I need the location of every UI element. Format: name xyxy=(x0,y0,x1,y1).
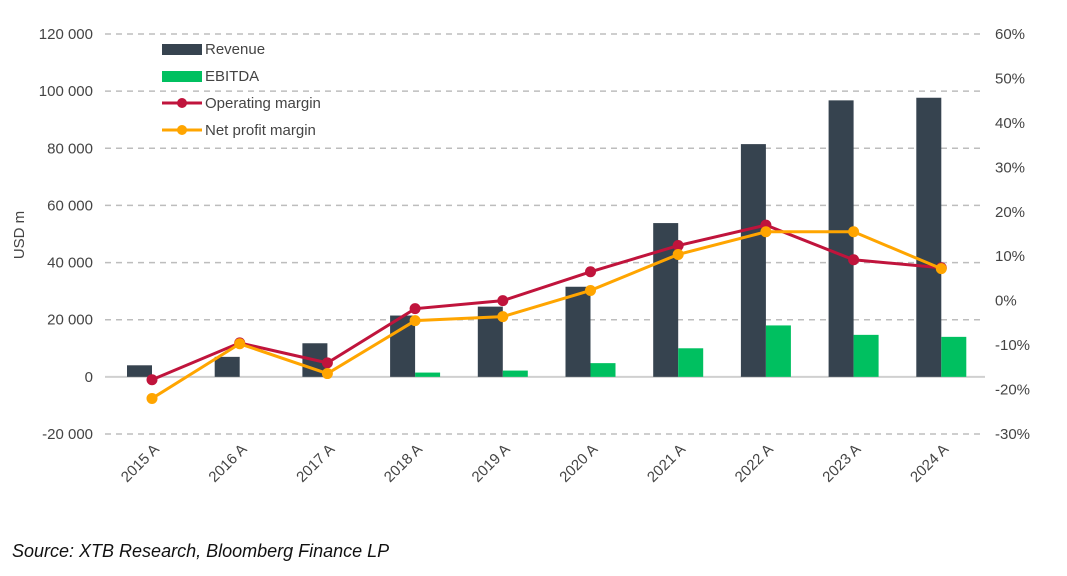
net-profit-margin-line xyxy=(151,230,942,400)
operating-margin-point xyxy=(497,295,509,307)
legend-label: Revenue xyxy=(205,41,265,58)
x-tick-label: 2024 A xyxy=(907,441,952,486)
revenue-bar xyxy=(740,144,766,377)
net-profit-margin-point xyxy=(848,226,860,238)
legend-swatch xyxy=(162,44,202,55)
operating-margin-point xyxy=(585,266,596,278)
y2-tick-label: -20% xyxy=(995,382,1030,399)
operating-margin-point xyxy=(672,240,684,252)
source-note: Source: XTB Research, Bloomberg Finance … xyxy=(12,541,390,561)
net-profit-margin-point xyxy=(760,226,772,238)
net-profit-margin-point xyxy=(409,315,421,327)
operating-margin-point xyxy=(321,357,333,369)
y2-tick-label: 0% xyxy=(995,293,1017,310)
operating-margin-line xyxy=(151,223,942,382)
operating-margin-point xyxy=(409,303,421,315)
x-tick-label: 2015 A xyxy=(118,441,163,486)
ebitda-bar xyxy=(941,336,967,377)
x-tick-label: 2020 A xyxy=(556,441,601,486)
net-profit-margin-point xyxy=(672,248,684,260)
operating-margin-point xyxy=(848,254,860,266)
y-tick-label: 40 000 xyxy=(47,255,93,272)
revenue-bar xyxy=(828,100,854,377)
net-profit-margin-point xyxy=(497,311,509,323)
y2-tick-label: 40% xyxy=(995,115,1025,132)
revenue-bar xyxy=(916,97,942,377)
legend-marker xyxy=(177,98,187,108)
y-axis-label: USD m xyxy=(11,211,28,259)
legend-marker xyxy=(177,125,187,135)
net-profit-margin-point xyxy=(321,368,333,380)
x-tick-label: 2021 A xyxy=(644,441,689,486)
ebitda-bar xyxy=(678,348,704,377)
operating-margin-point xyxy=(146,374,158,386)
y2-tick-label: -30% xyxy=(995,426,1030,443)
x-tick-label: 2019 A xyxy=(469,441,514,486)
revenue-bar xyxy=(390,315,416,377)
x-tick-label: 2023 A xyxy=(819,441,864,486)
ebitda-bar xyxy=(502,370,528,377)
y-tick-label: 100 000 xyxy=(39,83,93,100)
ebitda-bar xyxy=(765,325,791,377)
y2-tick-label: -10% xyxy=(995,337,1030,354)
y-tick-label: 80 000 xyxy=(47,140,93,157)
y2-tick-label: 10% xyxy=(995,248,1025,265)
net-profit-margin-point xyxy=(935,263,947,275)
revenue-bar xyxy=(565,286,591,377)
ebitda-bar xyxy=(853,334,879,377)
x-tick-label: 2022 A xyxy=(732,441,777,486)
y-tick-label: -20 000 xyxy=(42,426,93,443)
y-tick-label: 0 xyxy=(85,369,93,386)
ebitda-bar xyxy=(415,372,441,377)
net-profit-margin-point xyxy=(234,338,246,350)
y2-tick-label: 30% xyxy=(995,159,1025,176)
ebitda-bar xyxy=(590,363,616,377)
legend-label: EBITDA xyxy=(205,68,259,85)
net-profit-margin-point xyxy=(146,392,158,404)
net-profit-margin-point xyxy=(585,284,596,296)
revenue-bar xyxy=(214,356,240,377)
revenue-bar xyxy=(127,365,152,377)
x-tick-label: 2017 A xyxy=(293,441,338,486)
y2-tick-label: 20% xyxy=(995,204,1025,221)
legend: Revenue EBITDA Operating margin Net profit … xyxy=(162,41,321,139)
y-tick-label: 120 000 xyxy=(39,26,93,43)
y2-tick-label: 50% xyxy=(995,70,1025,87)
legend-label: Operating margin xyxy=(205,95,321,112)
x-tick-label: 2018 A xyxy=(381,441,426,486)
legend-label: Net profit margin xyxy=(205,122,316,139)
y-tick-label: 60 000 xyxy=(47,197,93,214)
y2-tick-label: 60% xyxy=(995,26,1025,43)
x-tick-label: 2016 A xyxy=(205,441,250,486)
y-tick-label: 20 000 xyxy=(47,312,93,329)
legend-swatch xyxy=(162,71,202,82)
